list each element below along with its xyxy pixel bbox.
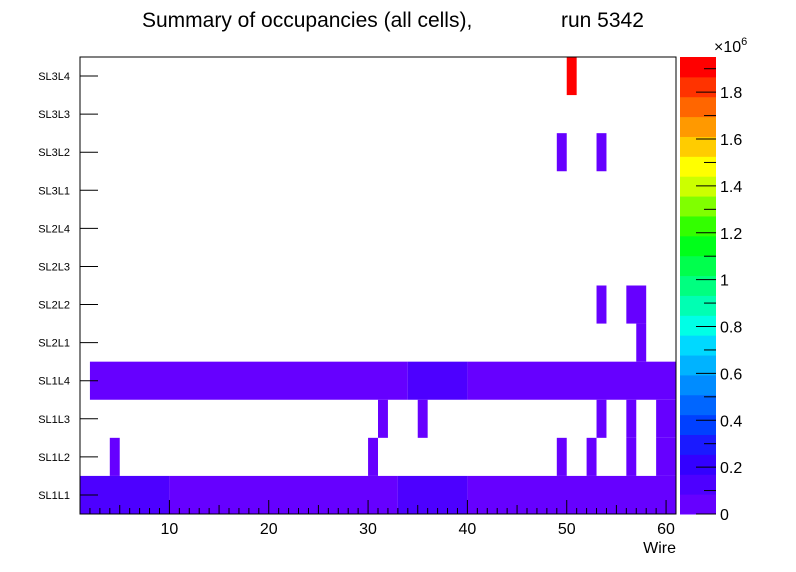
z-tick-label: 0.8 [720,320,742,337]
y-tick-label: SL3L1 [38,185,70,197]
z-tick-label: 0.2 [720,460,742,477]
heatmap-cell [556,437,567,476]
z-tick-label: 0.4 [720,413,742,430]
z-axis: 0 0.2 0.4 0.6 0.8 1 1.2 1.4 1.6 1.8 [696,68,742,524]
z-exponent-label: ×106 [714,36,747,56]
y-tick-label: SL2L4 [38,223,70,235]
z-tick-label: 1.8 [720,85,742,102]
x-axis: 10 20 30 40 50 60 [79,500,677,538]
z-tick-label: 1.6 [720,132,742,149]
y-tick-label: SL1L4 [38,376,70,388]
z-tick-label: 0.6 [720,366,742,383]
heatmap-cell [368,437,378,476]
y-tick-label: SL3L4 [38,71,70,83]
color-scale-band [680,315,716,336]
heatmap-cell [656,437,676,476]
chart-title: Summary of occupancies (all cells), [142,9,472,32]
z-tick-label: 1.2 [720,226,742,243]
color-scale-band [680,136,716,157]
heatmap-cell [169,475,398,514]
x-tick-label: 50 [558,521,576,538]
y-tick-label: SL3L3 [38,109,70,121]
y-tick-label: SL2L3 [38,261,70,273]
heatmap-cell [596,133,607,172]
heatmap-cell [626,437,637,476]
x-tick-label: 10 [161,521,179,538]
heatmap-cell [556,133,567,172]
heatmap-cell [417,399,428,438]
heatmap-cell [656,399,676,438]
color-scale-band [680,454,716,475]
x-tick-label: 20 [260,521,278,538]
color-scale-band [680,374,716,396]
color-scale-band [680,255,716,277]
y-tick-label: SL1L1 [38,490,70,502]
color-scale [680,57,716,515]
color-scale-band [680,394,716,416]
heatmap-cell [596,285,607,324]
y-tick-label: SL2L2 [38,300,70,312]
heatmap-cell [109,437,120,476]
z-tick-label: 0 [720,507,729,524]
x-tick-label: 60 [657,521,675,538]
y-tick-label: SL1L2 [38,452,70,464]
heatmap-cell [626,285,647,324]
chart-run-label: run 5342 [561,9,644,32]
heatmap-cell [596,399,607,438]
z-exponent-base: ×10 [714,39,741,56]
heatmap-cells [80,57,676,514]
x-tick-label: 30 [359,521,377,538]
heatmap-cell [626,399,637,438]
color-scale-band [680,434,716,455]
color-scale-band [680,96,716,118]
color-scale-band [680,116,716,137]
color-scale-band [680,176,716,197]
heatmap-cell [407,361,468,400]
color-scale-band [680,57,716,78]
z-tick-label: 1.4 [720,179,742,196]
z-tick-label: 1 [720,273,729,290]
color-scale-band [680,494,716,515]
color-scale-band [680,355,716,376]
color-scale-band [680,335,716,356]
heatmap-cell [397,475,468,514]
color-scale-band [680,215,716,237]
y-tick-label: SL1L3 [38,414,70,426]
x-tick-label: 40 [459,521,477,538]
y-axis: SL1L1 SL1L2 SL1L3 SL1L4 SL2L1 SL2L2 SL2L3 SL2L4… [38,71,98,502]
y-tick-label: SL3L2 [38,147,70,159]
heatmap-cell [586,437,597,476]
color-scale-band [680,235,716,257]
color-scale-band [680,275,716,296]
color-scale-band [680,295,716,316]
z-exponent-power: 6 [741,36,747,48]
color-scale-band [680,414,716,436]
heatmap-cell [378,399,388,438]
color-scale-band [680,76,716,98]
x-axis-title: Wire [643,540,676,557]
y-tick-label: SL2L1 [38,338,70,350]
heatmap-cell [467,361,676,400]
heatmap-cell [636,323,647,362]
color-scale-band [680,156,716,177]
color-scale-band [680,196,716,217]
heatmap-cell [89,361,408,400]
heatmap-cell [467,475,676,514]
heatmap-cell [566,57,577,96]
color-scale-band [680,474,716,495]
